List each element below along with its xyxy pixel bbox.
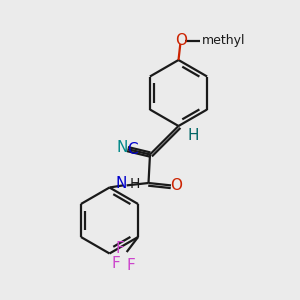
Text: F: F xyxy=(112,256,121,272)
Text: methyl: methyl xyxy=(202,34,246,47)
Text: C: C xyxy=(128,142,138,157)
Text: N: N xyxy=(116,176,127,191)
Text: H: H xyxy=(130,177,140,190)
Text: H: H xyxy=(187,128,199,143)
Text: N: N xyxy=(116,140,128,155)
Text: F: F xyxy=(116,241,124,256)
Text: F: F xyxy=(127,258,136,273)
Text: O: O xyxy=(176,33,188,48)
Text: O: O xyxy=(170,178,182,193)
